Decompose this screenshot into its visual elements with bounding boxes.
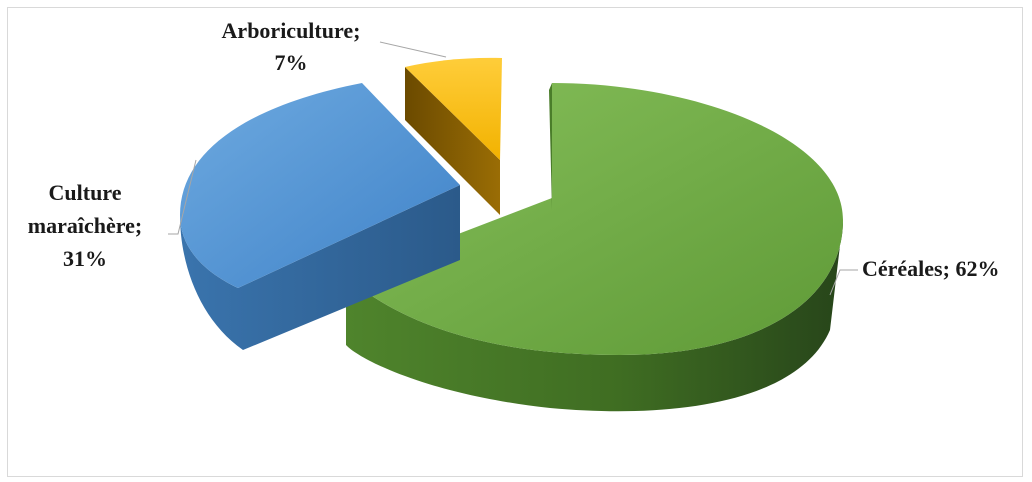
slice-arboriculture-side [405,67,500,215]
label-culture-maraichere-line3: 31% [63,246,107,271]
label-culture-maraichere-line2: maraîchère; [28,213,142,238]
slice-arboriculture-top [405,57,502,160]
leader-line-arboriculture [379,41,447,58]
label-cereales: Céréales; 62% [862,256,999,281]
slice-culture-maraichere [180,83,460,350]
label-arboriculture-line2: 7% [275,50,308,75]
label-culture-maraichere-line1: Culture [49,180,122,205]
slice-cereales-side [346,220,843,412]
slice-culture-maraichere-side [180,185,460,350]
leader-line-cereales [829,269,858,296]
slice-cereales [346,83,843,412]
leader-line-culture-maraichere [168,159,197,235]
label-arboriculture-line1: Arboriculture; [222,18,361,43]
slice-culture-maraichere-top [180,83,460,288]
slice-cereales-edge [549,83,552,210]
slice-arboriculture [405,57,502,215]
slice-cereales-top [346,83,843,355]
